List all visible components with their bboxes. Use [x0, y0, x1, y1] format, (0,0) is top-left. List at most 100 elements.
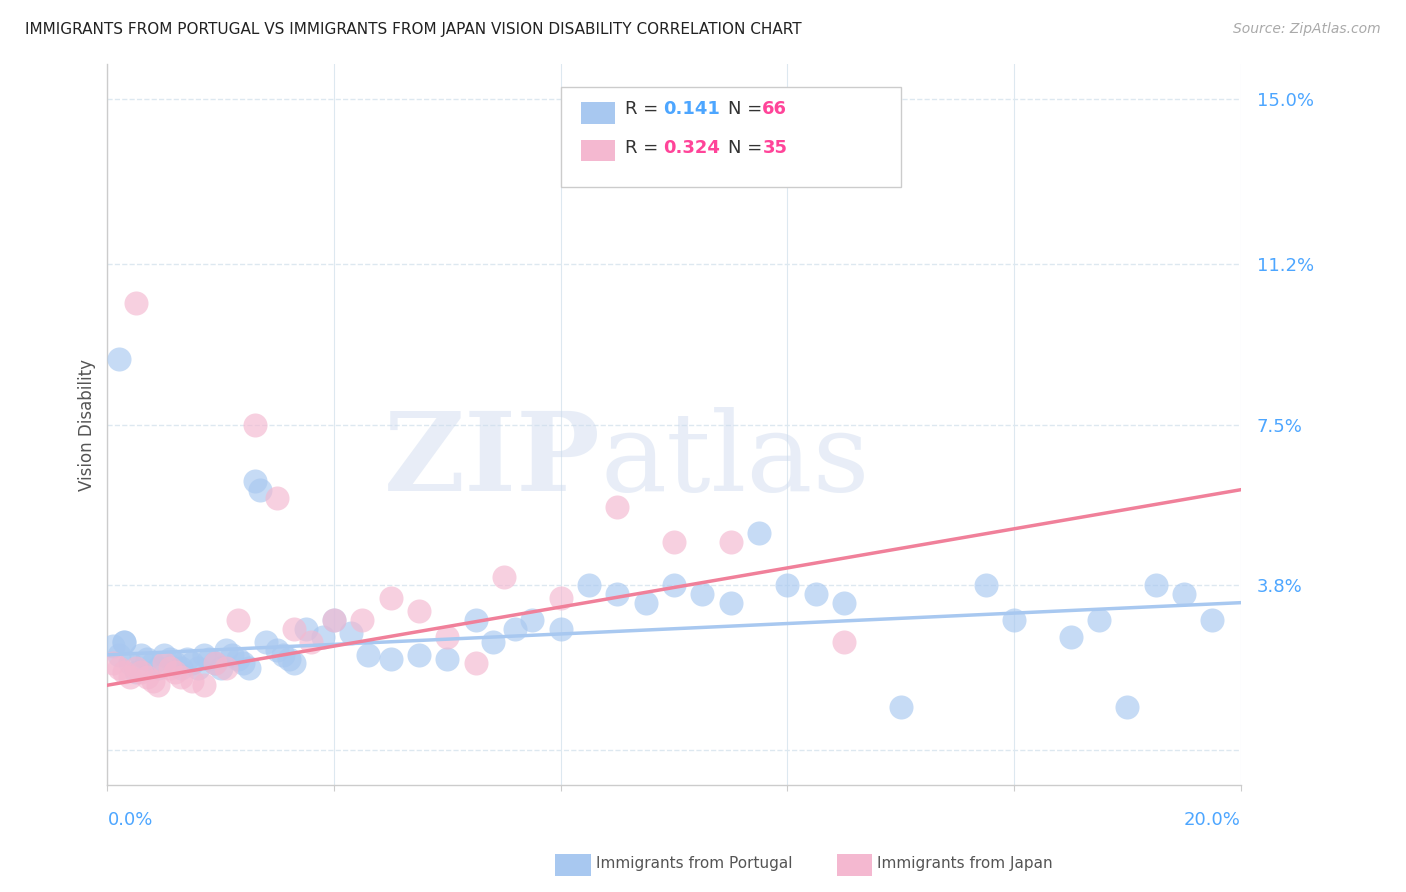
- Point: [464, 613, 486, 627]
- Point: [232, 657, 254, 671]
- FancyBboxPatch shape: [581, 103, 614, 124]
- Text: Immigrants from Portugal: Immigrants from Portugal: [596, 856, 793, 871]
- Point: [606, 587, 628, 601]
- Text: 66: 66: [762, 101, 787, 119]
- Point: [1002, 613, 1025, 627]
- Point: [748, 526, 770, 541]
- Text: IMMIGRANTS FROM PORTUGAL VS IMMIGRANTS FROM JAPAN VISION DISABILITY CORRELATION : IMMIGRANTS FROM PORTUGAL VS IMMIGRANTS F…: [25, 22, 801, 37]
- Point: [101, 639, 124, 653]
- Point: [550, 591, 572, 606]
- Text: Immigrants from Japan: Immigrants from Japan: [877, 856, 1053, 871]
- Point: [107, 352, 129, 367]
- Point: [118, 669, 141, 683]
- Point: [283, 622, 305, 636]
- Point: [436, 652, 458, 666]
- Point: [323, 613, 346, 627]
- Point: [522, 613, 544, 627]
- Point: [249, 483, 271, 497]
- Point: [226, 613, 249, 627]
- Point: [112, 634, 135, 648]
- Point: [380, 652, 402, 666]
- Point: [720, 596, 742, 610]
- Point: [187, 661, 209, 675]
- Point: [408, 648, 430, 662]
- Point: [131, 665, 153, 680]
- Point: [634, 596, 657, 610]
- Point: [125, 661, 148, 675]
- Point: [294, 622, 316, 636]
- Point: [170, 661, 193, 675]
- Point: [1173, 587, 1195, 601]
- Point: [215, 661, 238, 675]
- Point: [243, 474, 266, 488]
- Point: [142, 673, 165, 688]
- Point: [974, 578, 997, 592]
- Point: [492, 569, 515, 583]
- Point: [204, 657, 226, 671]
- Point: [170, 669, 193, 683]
- Point: [550, 622, 572, 636]
- Text: Source: ZipAtlas.com: Source: ZipAtlas.com: [1233, 22, 1381, 37]
- Point: [254, 634, 277, 648]
- Point: [1059, 631, 1081, 645]
- Point: [148, 678, 170, 692]
- Point: [323, 613, 346, 627]
- Point: [153, 648, 176, 662]
- Point: [125, 665, 148, 680]
- Point: [578, 578, 600, 592]
- Point: [804, 587, 827, 601]
- Y-axis label: Vision Disability: Vision Disability: [79, 359, 96, 491]
- Point: [283, 657, 305, 671]
- Text: N =: N =: [728, 139, 768, 157]
- Point: [209, 661, 232, 675]
- Point: [181, 673, 204, 688]
- Point: [340, 626, 363, 640]
- Point: [159, 652, 181, 666]
- Point: [299, 634, 322, 648]
- Point: [101, 657, 124, 671]
- Point: [125, 296, 148, 310]
- Point: [131, 648, 153, 662]
- Point: [436, 631, 458, 645]
- Text: R =: R =: [626, 139, 664, 157]
- Point: [181, 657, 204, 671]
- Point: [165, 665, 187, 680]
- Point: [776, 578, 799, 592]
- Point: [266, 643, 288, 657]
- Point: [832, 596, 855, 610]
- Point: [243, 417, 266, 432]
- Point: [112, 665, 135, 680]
- Point: [357, 648, 380, 662]
- Point: [1116, 700, 1139, 714]
- Point: [165, 657, 187, 671]
- Point: [193, 678, 215, 692]
- Text: 35: 35: [762, 139, 787, 157]
- Point: [662, 578, 685, 592]
- Point: [481, 634, 503, 648]
- Point: [193, 648, 215, 662]
- FancyBboxPatch shape: [581, 140, 614, 161]
- Point: [352, 613, 374, 627]
- Point: [1201, 613, 1223, 627]
- Text: ZIP: ZIP: [384, 407, 600, 514]
- Point: [238, 661, 260, 675]
- Point: [890, 700, 912, 714]
- Point: [107, 661, 129, 675]
- Point: [142, 657, 165, 671]
- Point: [408, 604, 430, 618]
- Point: [1144, 578, 1167, 592]
- Text: 0.324: 0.324: [662, 139, 720, 157]
- Text: atlas: atlas: [600, 407, 870, 514]
- Point: [505, 622, 527, 636]
- Point: [464, 657, 486, 671]
- Point: [312, 631, 335, 645]
- Point: [221, 648, 243, 662]
- Point: [198, 652, 221, 666]
- Point: [118, 657, 141, 671]
- Point: [112, 634, 135, 648]
- Point: [153, 657, 176, 671]
- Point: [380, 591, 402, 606]
- Point: [1088, 613, 1111, 627]
- Point: [226, 652, 249, 666]
- Point: [204, 657, 226, 671]
